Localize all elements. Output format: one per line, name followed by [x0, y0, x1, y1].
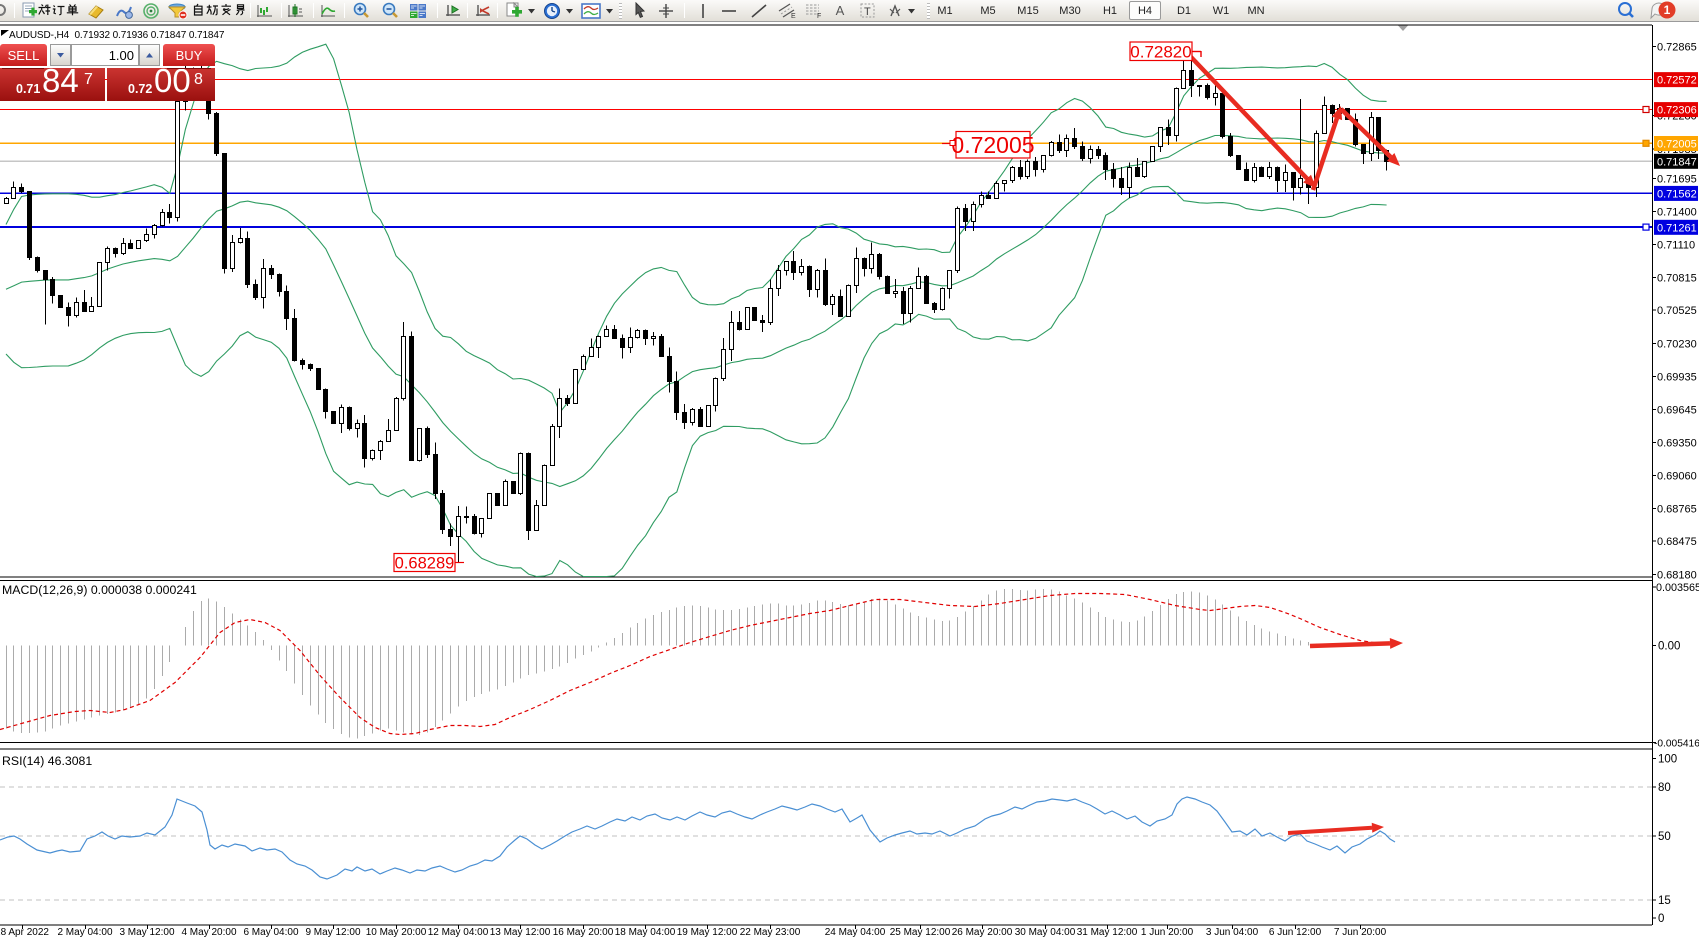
svg-text:AUDUSD-,H4 0.71932 0.71936 0.: AUDUSD-,H4 0.71932 0.71936 0.71847 0.718…	[9, 30, 225, 41]
svg-text:0.68475: 0.68475	[1657, 536, 1697, 548]
svg-text:26 May 20:00: 26 May 20:00	[952, 927, 1013, 938]
svg-text:22 May 23:00: 22 May 23:00	[740, 927, 801, 938]
svg-text:31 May 12:00: 31 May 12:00	[1077, 927, 1138, 938]
svg-text:0.72820: 0.72820	[1130, 42, 1191, 61]
svg-text:7 Jun 20:00: 7 Jun 20:00	[1334, 927, 1387, 938]
svg-text:16 May 20:00: 16 May 20:00	[553, 927, 614, 938]
svg-text:0.003565: 0.003565	[1656, 582, 1699, 594]
svg-text:0.69935: 0.69935	[1657, 372, 1697, 384]
svg-text:F: F	[817, 13, 821, 19]
svg-text:T: T	[864, 6, 871, 18]
svg-text:6 Jun 12:00: 6 Jun 12:00	[1269, 927, 1322, 938]
svg-text:0.68180: 0.68180	[1657, 569, 1697, 581]
svg-text:0.72005: 0.72005	[951, 132, 1034, 158]
svg-text:MACD(12,26,9) 0.000038 0.00024: MACD(12,26,9) 0.000038 0.000241	[2, 583, 197, 597]
svg-text:9 May 12:00: 9 May 12:00	[305, 927, 360, 938]
svg-text:100: 100	[1658, 754, 1677, 766]
svg-text:1 Jun 20:00: 1 Jun 20:00	[1141, 927, 1194, 938]
svg-text:15: 15	[1658, 895, 1671, 907]
svg-text:0.00: 0.00	[1658, 641, 1680, 653]
svg-text:3 May 12:00: 3 May 12:00	[119, 927, 174, 938]
svg-text:6 May 04:00: 6 May 04:00	[243, 927, 298, 938]
svg-text:0.70525: 0.70525	[1657, 305, 1697, 317]
svg-text:25 May 12:00: 25 May 12:00	[890, 927, 951, 938]
svg-text:0.71110: 0.71110	[1657, 239, 1695, 251]
svg-text:13 May 12:00: 13 May 12:00	[490, 927, 551, 938]
svg-text:10 May 20:00: 10 May 20:00	[366, 927, 427, 938]
svg-text:0.69060: 0.69060	[1657, 470, 1697, 482]
svg-text:-0.005416: -0.005416	[1654, 739, 1699, 750]
svg-text:28 Apr 2022: 28 Apr 2022	[0, 927, 49, 938]
svg-text:3 Jun 04:00: 3 Jun 04:00	[1206, 927, 1259, 938]
svg-text:80: 80	[1658, 782, 1671, 794]
svg-text:RSI(14) 46.3081: RSI(14) 46.3081	[2, 754, 92, 768]
svg-text:0.71695: 0.71695	[1657, 173, 1697, 185]
svg-text:50: 50	[1658, 831, 1671, 843]
svg-text:18 May 04:00: 18 May 04:00	[615, 927, 676, 938]
svg-text:0: 0	[1658, 913, 1664, 925]
svg-text:2 May 04:00: 2 May 04:00	[57, 927, 112, 938]
svg-text:0.70815: 0.70815	[1657, 273, 1697, 285]
svg-text:0.71400: 0.71400	[1657, 207, 1697, 219]
svg-text:0.72572: 0.72572	[1657, 75, 1697, 87]
svg-text:0.69645: 0.69645	[1657, 404, 1697, 416]
svg-text:0.68765: 0.68765	[1657, 504, 1697, 516]
svg-text:4 May 20:00: 4 May 20:00	[181, 927, 236, 938]
svg-text:1: 1	[1664, 3, 1671, 17]
svg-text:0.71562: 0.71562	[1657, 188, 1697, 200]
svg-text:0.71847: 0.71847	[1657, 156, 1697, 168]
svg-text:12 May 04:00: 12 May 04:00	[428, 927, 489, 938]
svg-text:19 May 12:00: 19 May 12:00	[677, 927, 738, 938]
svg-text:0.72005: 0.72005	[1657, 139, 1697, 151]
svg-text:0.69350: 0.69350	[1657, 438, 1697, 450]
svg-text:E: E	[791, 13, 796, 19]
svg-text:0.68289: 0.68289	[395, 554, 455, 572]
svg-text:0.71261: 0.71261	[1657, 222, 1697, 234]
svg-text:0.72306: 0.72306	[1657, 105, 1697, 117]
svg-text:24 May 04:00: 24 May 04:00	[825, 927, 886, 938]
svg-text:30 May 04:00: 30 May 04:00	[1015, 927, 1076, 938]
svg-text:0.70230: 0.70230	[1657, 338, 1697, 350]
svg-text:0.72865: 0.72865	[1657, 42, 1697, 54]
